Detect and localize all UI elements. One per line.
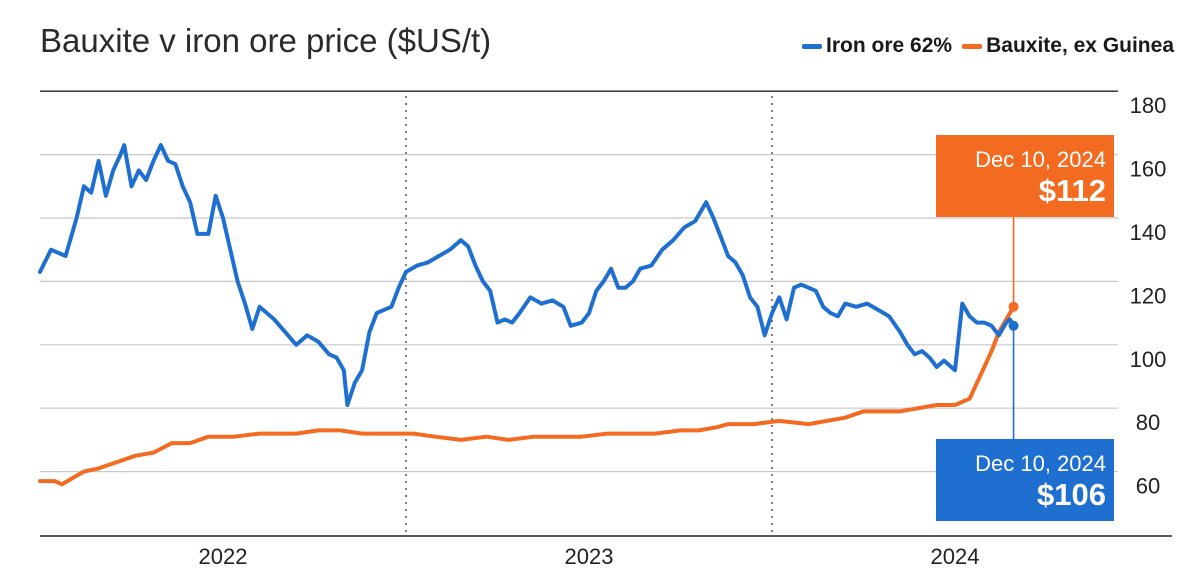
y-tick-label: 60 <box>1136 474 1160 499</box>
bauxite-callout: Dec 10, 2024 $112 <box>936 135 1114 217</box>
series-line-bauxite <box>38 304 1016 487</box>
y-tick-label: 140 <box>1130 220 1167 245</box>
iron-callout-date: Dec 10, 2024 <box>975 451 1106 476</box>
legend-label-bauxite: Bauxite, ex Guinea <box>986 34 1174 57</box>
bauxite-callout-date: Dec 10, 2024 <box>975 147 1106 172</box>
x-tick-label: 2023 <box>565 544 614 569</box>
y-tick-label: 180 <box>1130 93 1167 118</box>
y-tick-label: 120 <box>1130 283 1167 308</box>
legend: Iron ore 62% Bauxite, ex Guinea <box>792 34 1174 58</box>
y-tick-label: 160 <box>1130 157 1167 182</box>
legend-item-bauxite: Bauxite, ex Guinea <box>962 34 1174 58</box>
legend-swatch-iron-ore <box>802 43 823 49</box>
x-tick-label: 2024 <box>931 544 980 569</box>
y-tick-label: 80 <box>1136 410 1160 435</box>
series-line-iron-ore <box>38 143 1016 407</box>
x-tick-label: 2022 <box>199 544 248 569</box>
iron-end-marker <box>1008 320 1019 331</box>
legend-swatch-bauxite <box>962 43 983 49</box>
y-tick-label: 100 <box>1130 347 1167 372</box>
legend-item-iron-ore: Iron ore 62% <box>802 34 952 58</box>
chart-title: Bauxite v iron ore price ($US/t) <box>40 22 492 59</box>
bauxite-end-marker <box>1008 301 1019 312</box>
bauxite-callout-value: $112 <box>1038 173 1106 208</box>
iron-callout: Dec 10, 2024 $106 <box>936 439 1114 521</box>
iron-callout-value: $106 <box>1037 477 1106 512</box>
legend-label-iron-ore: Iron ore 62% <box>826 34 953 57</box>
